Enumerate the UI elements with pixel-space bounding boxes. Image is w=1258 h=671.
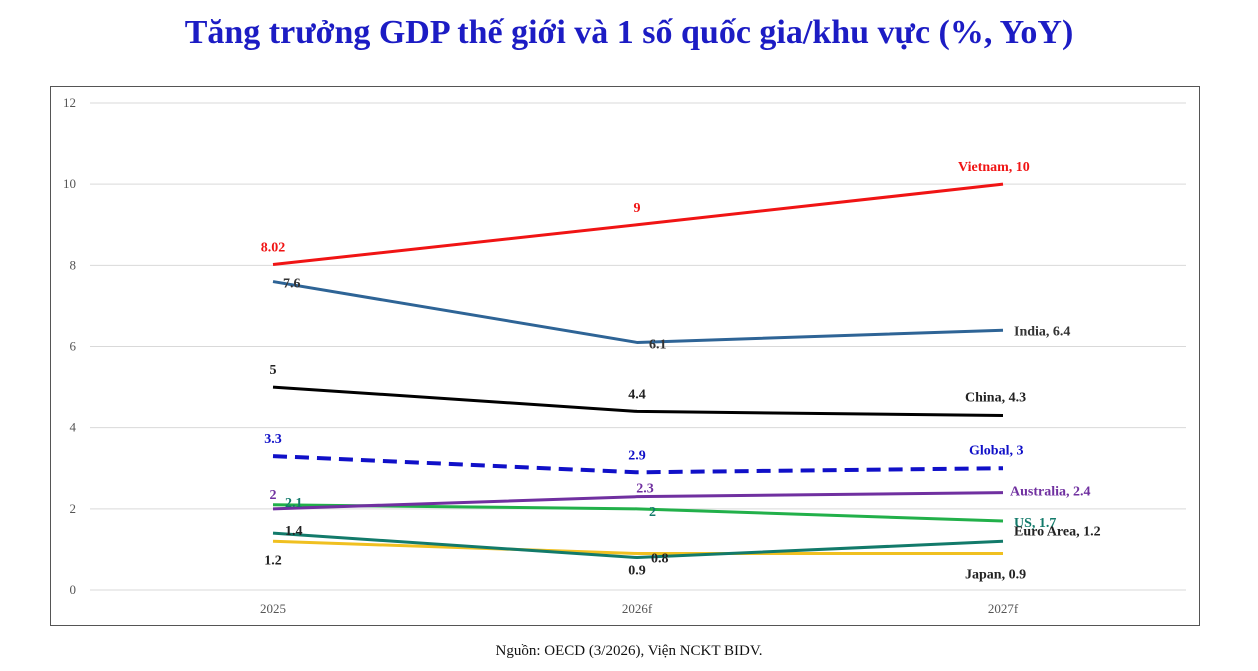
data-label-global-0: 3.3 [264, 432, 282, 447]
series-line-euro-area [272, 531, 1004, 560]
series-end-label-euro-area: Euro Area, 1.2 [1014, 524, 1101, 539]
series-line-vietnam [272, 182, 1004, 267]
source-note: Nguồn: OECD (3/2026), Viện NCKT BIDV. [495, 643, 763, 659]
series-end-label-global: Global, 3 [969, 443, 1023, 458]
data-label-euro-area-0: 1.4 [285, 524, 303, 539]
data-label-australia-1: 2.3 [636, 482, 654, 497]
data-label-china-1: 4.4 [628, 387, 646, 402]
data-label-india-0: 7.6 [283, 277, 301, 292]
x-tick-label-2027f: 2027f [988, 601, 1019, 616]
data-label-us-1: 2 [649, 505, 656, 520]
data-label-euro-area-1: 0.8 [651, 552, 669, 567]
series-line-china [272, 385, 1004, 417]
x-tick-label-2025: 2025 [260, 601, 286, 616]
data-label-global-1: 2.9 [628, 448, 646, 463]
series-end-label-india: India, 6.4 [1014, 324, 1070, 339]
series-end-label-vietnam: Vietnam, 10 [958, 160, 1030, 175]
data-label-australia-0: 2 [270, 488, 277, 503]
series-line-australia [272, 491, 1004, 511]
data-label-vietnam-0: 8.02 [261, 241, 286, 256]
series-end-label-australia: Australia, 2.4 [1010, 485, 1091, 500]
y-tick-label-8: 8 [70, 257, 77, 272]
data-label-vietnam-1: 9 [634, 201, 641, 216]
series-line-india [272, 280, 1004, 344]
y-tick-label-10: 10 [63, 176, 76, 191]
series-line-japan [272, 539, 1003, 555]
data-label-japan-0: 1.2 [264, 553, 282, 568]
y-tick-label-0: 0 [70, 582, 77, 597]
data-label-india-1: 6.1 [649, 337, 667, 352]
data-label-china-0: 5 [270, 363, 277, 378]
y-tick-label-4: 4 [70, 420, 77, 435]
chart-title: Tăng trưởng GDP thế giới và 1 số quốc gi… [184, 14, 1074, 51]
y-tick-label-6: 6 [70, 339, 77, 354]
series-line-us [272, 503, 1004, 523]
data-label-japan-1: 0.9 [628, 563, 646, 578]
series-end-label-japan: Japan, 0.9 [965, 567, 1026, 582]
y-tick-label-12: 12 [63, 95, 76, 110]
series-end-label-us: US, 1.7 [1014, 516, 1056, 531]
x-tick-label-2026f: 2026f [622, 601, 653, 616]
series-line-global [272, 454, 1004, 475]
series-end-label-china: China, 4.3 [965, 390, 1026, 405]
y-tick-label-2: 2 [70, 501, 77, 516]
data-label-us-0: 2.1 [285, 496, 303, 511]
chart-frame [50, 86, 1200, 626]
